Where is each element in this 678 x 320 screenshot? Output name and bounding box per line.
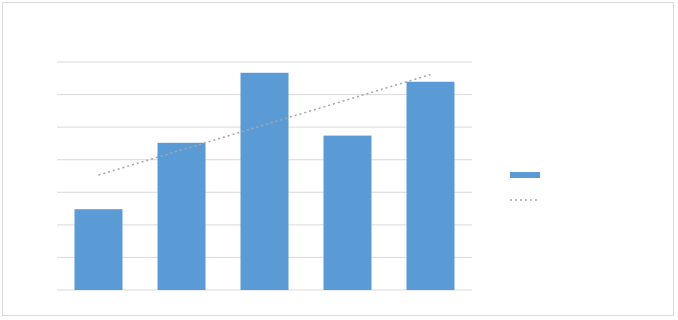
bar xyxy=(406,81,455,290)
legend xyxy=(510,172,540,201)
bar xyxy=(74,209,123,290)
bars xyxy=(74,72,455,290)
bar xyxy=(157,142,206,290)
legend-swatch-bar xyxy=(510,172,540,178)
bar xyxy=(323,135,372,290)
bar xyxy=(240,72,289,290)
